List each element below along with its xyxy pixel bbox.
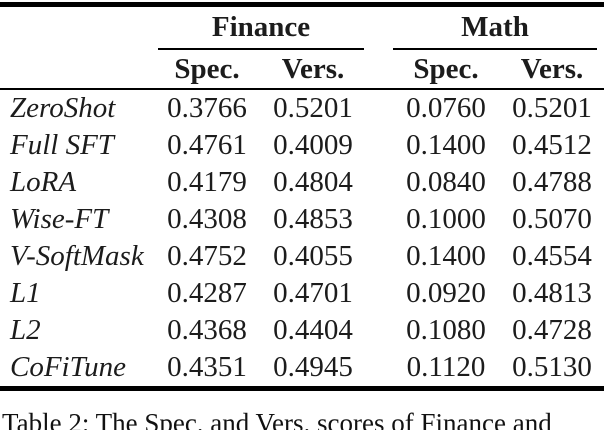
score-value: 0.1400 [406,129,486,161]
score-value: 0.4308 [167,203,247,235]
score-value: 0.4287 [167,277,247,309]
score-value: 0.4788 [512,166,592,198]
subheader-finance-spec: Spec. [152,50,262,90]
corner-blank-cell [0,50,152,90]
column-spacer [364,5,392,51]
score-value: 0.4813 [512,277,592,309]
row-label: L2 [10,314,41,346]
row-label: LoRA [10,166,77,198]
row-label: CoFiTune [10,351,127,383]
table-row: L1 0.4287 0.4701 0.0920 0.4813 [0,275,604,312]
group-header-math-label: Math [393,9,598,50]
column-spacer [364,127,392,164]
score-value: 0.4368 [167,314,247,346]
column-spacer [364,275,392,312]
row-label: Full SFT [10,129,114,161]
row-label: Wise-FT [10,203,109,235]
row-label: L1 [10,277,41,309]
column-spacer [364,312,392,349]
score-value: 0.4351 [167,351,247,383]
table-row: V-SoftMask 0.4752 0.4055 0.1400 0.4554 [0,238,604,275]
group-header-finance: Finance [152,5,364,50]
column-spacer [364,50,392,90]
table-caption: Table 2: The Spec. and Vers. scores of F… [2,408,552,430]
score-value: 0.4055 [273,240,353,272]
score-value: 0.4804 [273,166,353,198]
score-value: 0.3766 [167,92,247,124]
table-body: ZeroShot 0.3766 0.5201 0.0760 0.5201 Full SFT… [0,89,604,389]
subheader-row: Spec. Vers. Spec. Vers. [0,50,604,90]
score-value: 0.4945 [273,351,353,383]
score-value: 0.4404 [273,314,353,346]
table-row: ZeroShot 0.3766 0.5201 0.0760 0.5201 [0,89,604,127]
score-value: 0.4728 [512,314,592,346]
score-value: 0.4512 [512,129,592,161]
score-value: 0.4761 [167,129,247,161]
score-value: 0.1400 [406,240,486,272]
column-spacer [364,201,392,238]
column-spacer [364,349,392,389]
score-value: 0.0840 [406,166,486,198]
score-value: 0.0920 [406,277,486,309]
column-spacer [364,238,392,275]
subheader-math-spec: Spec. [392,50,500,90]
table-row: L2 0.4368 0.4404 0.1080 0.4728 [0,312,604,349]
table-row: LoRA 0.4179 0.4804 0.0840 0.4788 [0,164,604,201]
score-value: 0.5070 [512,203,592,235]
score-value: 0.5201 [273,92,353,124]
score-value: 0.4752 [167,240,247,272]
score-value: 0.4554 [512,240,592,272]
group-header-finance-label: Finance [158,9,364,50]
score-value: 0.4853 [273,203,353,235]
score-value: 0.0760 [406,92,486,124]
score-value: 0.5201 [512,92,592,124]
score-value: 0.4179 [167,166,247,198]
subheader-math-vers: Vers. [500,50,604,90]
row-label: ZeroShot [10,92,116,124]
table-row: CoFiTune 0.4351 0.4945 0.1120 0.5130 [0,349,604,389]
column-spacer [364,89,392,127]
subheader-finance-vers: Vers. [262,50,364,90]
score-value: 0.5130 [512,351,592,383]
results-table: Finance Math Spec. Vers. Spec. Vers. Zer… [0,2,604,391]
table-row: Full SFT 0.4761 0.4009 0.1400 0.4512 [0,127,604,164]
score-value: 0.1080 [406,314,486,346]
column-spacer [364,164,392,201]
score-value: 0.4701 [273,277,353,309]
row-label: V-SoftMask [10,240,144,272]
group-header-row: Finance Math [0,5,604,51]
group-header-math: Math [392,5,604,50]
score-value: 0.4009 [273,129,353,161]
score-value: 0.1000 [406,203,486,235]
corner-blank-cell [0,5,152,51]
table-row: Wise-FT 0.4308 0.4853 0.1000 0.5070 [0,201,604,238]
score-value: 0.1120 [406,351,486,383]
